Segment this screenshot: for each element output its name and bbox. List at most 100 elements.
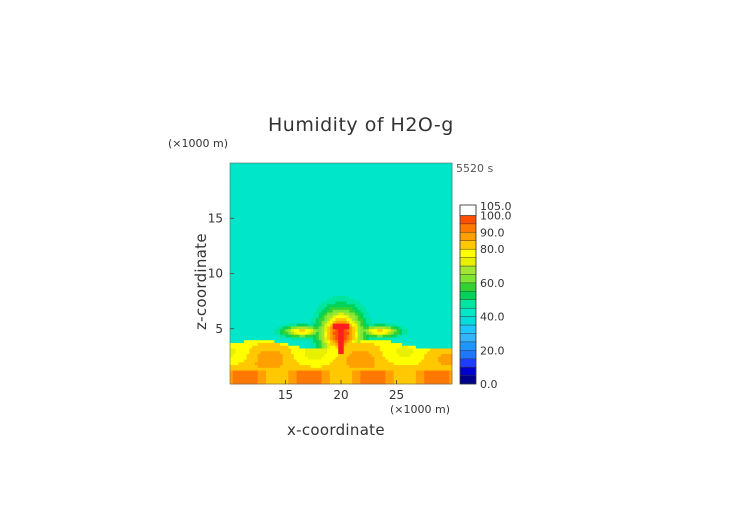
heatmap-cell [252,179,256,183]
heatmap-cell [313,273,317,277]
heatmap-cell [324,320,328,324]
heatmap-cell [232,215,236,219]
heatmap-cell [291,240,295,244]
heatmap-cell [302,320,306,324]
heatmap-cell [274,215,278,219]
heatmap-cell [230,187,234,192]
heatmap-cell [365,163,370,167]
heatmap-cell [299,323,303,327]
heatmap-cell [396,309,400,313]
heatmap-cell [329,259,334,263]
heatmap-cell [249,381,253,385]
heatmap-cell [232,267,236,272]
heatmap-cell [365,273,370,277]
heatmap-cell [341,215,345,219]
heatmap-cell [271,215,275,219]
heatmap-cell [382,375,386,379]
heatmap-cell [235,204,239,208]
heatmap-cell [329,196,334,200]
heatmap-cell [396,223,400,227]
heatmap-cell [343,165,347,169]
heatmap-cell [238,221,242,225]
heatmap-cell [396,221,400,225]
heatmap-cell [288,350,292,355]
heatmap-cell [324,232,328,236]
heatmap-cell [249,259,253,263]
heatmap-cell [379,165,384,169]
heatmap-cell [396,259,400,263]
heatmap-cell [271,163,275,167]
heatmap-cell [363,345,367,349]
heatmap-cell [338,303,342,308]
heatmap-cell [346,267,350,272]
heatmap-cell [316,292,320,296]
heatmap-cell [338,240,342,244]
heatmap-cell [285,287,289,291]
heatmap-cell [388,262,392,266]
heatmap-cell [338,301,342,305]
heatmap-cell [327,229,331,233]
heatmap-cell [396,279,400,283]
heatmap-cell [266,209,270,214]
heatmap-cell [390,323,395,327]
heatmap-cell [329,353,334,357]
heatmap-cell [293,221,297,225]
heatmap-cell [249,337,253,341]
heatmap-cell [293,323,297,327]
heatmap-cell [235,218,239,222]
heatmap-cell [346,372,350,377]
heatmap-cell [324,270,328,274]
heatmap-cell [232,237,236,241]
heatmap-cell [271,267,275,272]
heatmap-cell [293,273,297,277]
heatmap-cell [246,207,250,211]
heatmap-cell [377,353,381,357]
heatmap-cell [329,370,334,374]
heatmap-cell [321,171,325,175]
heatmap-cell [321,265,325,269]
heatmap-cell [302,317,306,321]
heatmap-cell [263,234,267,238]
heatmap-cell [327,245,331,250]
heatmap-cell [363,292,367,296]
heatmap-cell [296,248,300,252]
heatmap-cell [377,331,381,335]
heatmap-cell [288,323,292,327]
heatmap-cell [243,270,248,274]
heatmap-cell [316,375,320,379]
heatmap-cell [238,359,242,363]
heatmap-cell [268,185,273,189]
heatmap-cell [266,295,270,299]
heatmap-cell [368,334,372,338]
heatmap-cell [274,381,278,385]
heatmap-cell [296,281,300,285]
heatmap-cell [327,204,331,208]
heatmap-cell [241,303,245,308]
heatmap-cell [382,171,386,175]
heatmap-cell [241,287,245,291]
heatmap-cell [268,306,273,310]
heatmap-cell [299,201,303,205]
heatmap-cell [379,265,384,269]
heatmap-cell [332,364,336,368]
heatmap-cell [321,248,325,252]
heatmap-cell [321,223,325,227]
heatmap-cell [282,331,286,335]
heatmap-cell [316,254,320,258]
heatmap-cell [235,367,239,371]
heatmap-cell [241,215,245,219]
heatmap-cell [279,190,284,194]
heatmap-cell [349,320,353,324]
heatmap-cell [235,207,239,211]
heatmap-cell [335,312,339,316]
heatmap-cell [371,209,375,214]
heatmap-cell [332,182,336,186]
heatmap-cell [307,165,311,169]
heatmap-cell [274,171,278,175]
heatmap-cell [329,303,334,308]
heatmap-cell [285,303,289,308]
heatmap-cell [377,292,381,296]
heatmap-cell [341,342,345,346]
heatmap-cell [324,245,328,250]
heatmap-cell [310,301,314,305]
